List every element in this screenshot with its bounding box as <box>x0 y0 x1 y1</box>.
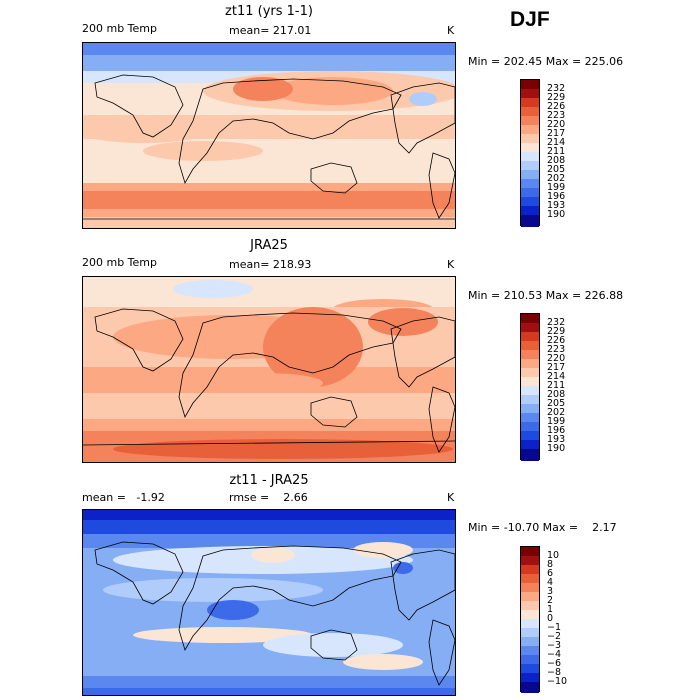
colorbar-tick-label: 3 <box>547 586 554 597</box>
colorbar-tick-label: 202 <box>547 173 566 184</box>
colorbar-tick-label: 208 <box>547 155 566 166</box>
panel-1-variable-label: 200 mb Temp <box>82 22 158 35</box>
colorbar-tick-label: 196 <box>547 425 566 436</box>
panel-1-minmax: Min = 202.45 Max = 225.06 <box>468 55 624 68</box>
colorbar-tick-label: 229 <box>547 326 566 337</box>
colorbar-tick-label: 8 <box>547 559 554 570</box>
colorbar-tick-label: −10 <box>547 676 568 687</box>
panel-1-mean-label: mean= 217.01 <box>229 24 312 37</box>
panel-2-title: JRA25 <box>250 238 288 253</box>
panel-2-units-label: K <box>447 258 455 271</box>
season-label: DJF <box>510 8 550 31</box>
colorbar-tick-label: 2 <box>547 595 554 606</box>
colorbar-tick-label: −3 <box>547 640 562 651</box>
colorbar-tick-label: 229 <box>547 92 566 103</box>
colorbar-tick-label: 193 <box>547 434 566 445</box>
colorbar-tick-label: 217 <box>547 362 566 373</box>
colorbar-swatch <box>521 215 539 227</box>
colorbar-tick-label: 217 <box>547 128 566 139</box>
panel-3-units-label: K <box>447 491 455 504</box>
colorbar-tick-label: −4 <box>547 649 562 660</box>
panel-3-colorbar: 10 8 6 4 3 2 1 0 −1 −2 −3 −4 −6 −8 −10 <box>520 546 567 693</box>
colorbar-tick-label: 223 <box>547 110 566 121</box>
colorbar-tick-label: 199 <box>547 416 566 427</box>
colorbar-tick-label: 199 <box>547 182 566 193</box>
colorbar-tick-label: 202 <box>547 407 566 418</box>
colorbar-tick-label: 4 <box>547 577 554 588</box>
colorbar-swatch <box>521 682 539 693</box>
colorbar-tick-label: 214 <box>547 371 566 382</box>
panel-3-minmax: Min = -10.70 Max = 2.17 <box>468 521 617 534</box>
panel-3-title: zt11 - JRA25 <box>229 473 309 488</box>
colorbar-tick-label: 220 <box>547 353 566 364</box>
colorbar-tick-label: 1 <box>547 604 554 615</box>
colorbar-tick-label: 214 <box>547 137 566 148</box>
colorbar-tick-label: −2 <box>547 631 562 642</box>
panel-2-mean-label: mean= 218.93 <box>229 258 312 271</box>
colorbar-tick-label: 226 <box>547 335 566 346</box>
colorbar-tick-label: 205 <box>547 398 566 409</box>
colorbar-tick-label: 226 <box>547 101 566 112</box>
panel-2-minmax: Min = 210.53 Max = 226.88 <box>468 289 624 302</box>
panel-3-rmse-label: rmse = 2.66 <box>229 491 308 504</box>
panel-2-map <box>82 276 456 463</box>
panel-1-colorbar: 232 229 226 223 220 217 214 211 208 205 … <box>520 79 565 227</box>
panel-1-map <box>82 42 456 229</box>
colorbar-tick-label: 190 <box>547 443 566 454</box>
colorbar-tick-label: 205 <box>547 164 566 175</box>
colorbar-tick-label: 193 <box>547 200 566 211</box>
panel-3-map <box>82 509 456 696</box>
colorbar-tick-label: 0 <box>547 613 554 624</box>
panel-2-colorbar: 232 229 226 223 220 217 214 211 208 205 … <box>520 313 565 461</box>
panel-1-units-label: K <box>447 24 455 37</box>
colorbar-tick-label: 232 <box>547 317 566 328</box>
colorbar-tick-label: 211 <box>547 380 566 391</box>
colorbar-tick-label: 220 <box>547 119 566 130</box>
colorbar-tick-label: −8 <box>547 667 562 678</box>
colorbar-swatch <box>521 449 539 461</box>
colorbar-tick-label: −6 <box>547 658 562 669</box>
panel-2-variable-label: 200 mb Temp <box>82 256 158 269</box>
colorbar-tick-label: 196 <box>547 191 566 202</box>
panel-3-mean-label: mean = -1.92 <box>82 491 165 504</box>
panel-1-title: zt11 (yrs 1-1) <box>225 4 313 19</box>
colorbar-tick-label: 208 <box>547 389 566 400</box>
colorbar-tick-label: 211 <box>547 146 566 157</box>
colorbar-tick-label: 190 <box>547 209 566 220</box>
colorbar-tick-label: 10 <box>547 550 560 561</box>
colorbar-tick-label: 6 <box>547 568 554 579</box>
colorbar-tick-label: −1 <box>547 622 562 633</box>
colorbar-tick-label: 232 <box>547 83 566 94</box>
colorbar-tick-label: 223 <box>547 344 566 355</box>
